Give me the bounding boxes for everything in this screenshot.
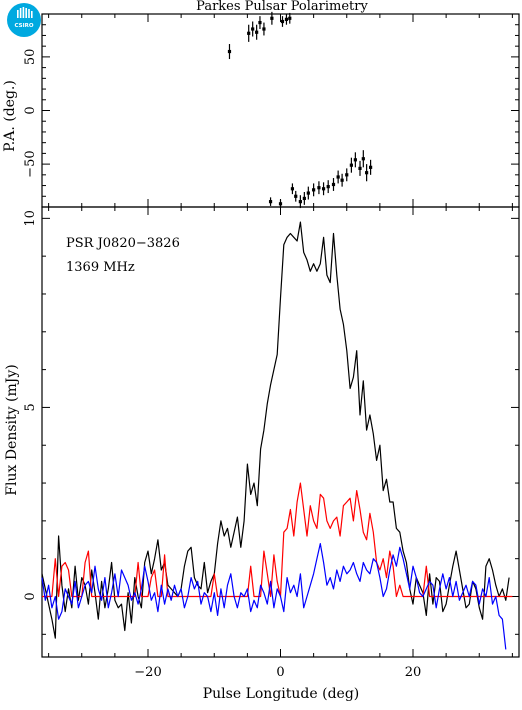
pa-panel-frame [41, 13, 520, 208]
pa-point [280, 16, 285, 27]
pa-point [306, 186, 310, 200]
flux-panel: 0 5 10 −20 0 20 PSR J0820−3826 1369 MHz Flux … [4, 206, 520, 702]
pa-point [284, 14, 289, 25]
pa-point [298, 195, 302, 209]
pa-panel: −50 0 50 P.A. (deg.) [2, 11, 520, 209]
flux-xlabel: Pulse Longitude (deg) [203, 686, 360, 702]
pa-point [353, 152, 357, 168]
frequency-annotation: 1369 MHz [66, 260, 135, 275]
chart-title: Parkes Pulsar Polarimetry [196, 0, 368, 14]
pa-point [336, 170, 340, 184]
flux-xtick-label: 20 [405, 665, 422, 680]
total-intensity-line [41, 221, 510, 639]
pa-point [361, 150, 365, 168]
flux-xtick-label: −20 [134, 665, 161, 680]
flux-ylabel: Flux Density (mJy) [4, 364, 20, 495]
pulsar-name-annotation: PSR J0820−3826 [66, 236, 180, 251]
flux-tick-labels: 0 5 10 −20 0 20 [23, 210, 421, 680]
csiro-logo-text: CSIRO [14, 23, 33, 29]
pa-point [349, 157, 353, 173]
pa-point [294, 190, 298, 202]
flux-ytick-label: 5 [23, 403, 38, 411]
pa-point [345, 168, 349, 182]
pa-point [312, 183, 316, 197]
pa-points [227, 11, 373, 209]
pa-point [268, 197, 273, 206]
pa-point [255, 24, 259, 40]
pa-point [247, 24, 251, 42]
flux-series [41, 221, 513, 650]
flux-ytick-label: 0 [23, 592, 38, 600]
pa-ticks [42, 14, 519, 207]
pa-point [262, 22, 266, 36]
pa-point [317, 181, 321, 195]
pa-point [369, 159, 373, 175]
pa-ytick-label: −50 [23, 150, 38, 177]
pa-point [258, 16, 262, 30]
circular-polarization-line [41, 542, 507, 650]
pa-ytick-label: 0 [23, 106, 38, 114]
pa-ylabel: P.A. (deg.) [2, 80, 18, 152]
pa-point [302, 191, 306, 205]
pa-point [270, 11, 274, 25]
pa-point [331, 178, 336, 191]
pa-point [326, 180, 330, 194]
pa-point [227, 44, 232, 60]
pa-point [358, 160, 362, 176]
pa-point [288, 12, 292, 24]
pa-point [365, 164, 369, 182]
csiro-logo: CSIRO [7, 3, 41, 37]
pa-ytick-label: 50 [23, 49, 38, 66]
flux-ytick-label: 10 [23, 210, 38, 227]
pa-tick-labels: −50 0 50 [23, 49, 38, 178]
pa-point [251, 21, 255, 37]
flux-xtick-label: 0 [276, 665, 284, 680]
pa-point [321, 182, 326, 196]
pa-point [290, 183, 295, 195]
pa-point [340, 173, 344, 187]
csiro-logo-bars [17, 7, 33, 18]
